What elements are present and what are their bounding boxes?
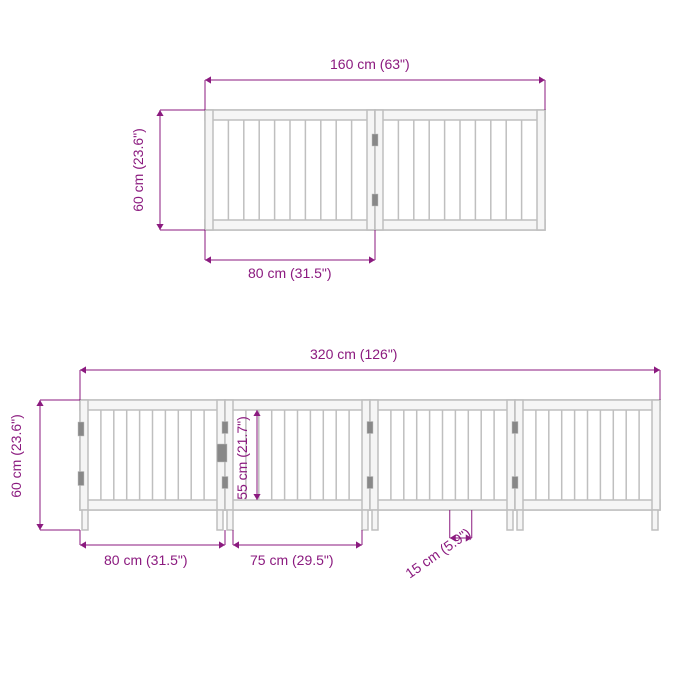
bottom-total-width-label: 320 cm (126") bbox=[310, 346, 397, 362]
bottom-inner-width-label: 75 cm (29.5") bbox=[250, 552, 334, 568]
bottom-panel-width-label: 80 cm (31.5") bbox=[104, 552, 188, 568]
top-panel-width-label: 80 cm (31.5") bbox=[248, 265, 332, 281]
bottom-inner-height-label: 55 cm (21.7") bbox=[234, 416, 250, 500]
bottom-height-label: 60 cm (23.6") bbox=[8, 414, 24, 498]
top-width-label: 160 cm (63") bbox=[330, 56, 410, 72]
top-height-label: 60 cm (23.6") bbox=[130, 128, 146, 212]
